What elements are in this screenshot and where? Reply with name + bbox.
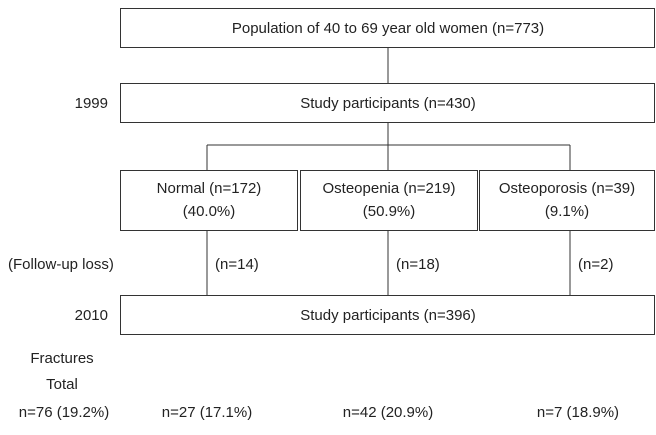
- year-label: 2010: [75, 307, 108, 324]
- fracture-value: n=7 (18.9%): [537, 404, 619, 421]
- box-percent: (9.1%): [545, 203, 589, 220]
- box: [120, 295, 655, 335]
- box: [120, 8, 655, 48]
- follow-up-label: (Follow-up loss): [8, 256, 114, 273]
- box-label: Normal (n=172): [157, 180, 262, 197]
- fractures-title: Fractures: [30, 350, 93, 367]
- box: [300, 170, 478, 231]
- fracture-value: n=27 (17.1%): [162, 404, 252, 421]
- follow-up-count: (n=2): [578, 256, 613, 273]
- box: [120, 170, 298, 231]
- box-label: Population of 40 to 69 year old women (n…: [232, 20, 544, 37]
- box-label: Study participants (n=430): [300, 95, 476, 112]
- box-label: Study participants (n=396): [300, 307, 476, 324]
- box-label: Osteoporosis (n=39): [499, 180, 635, 197]
- fracture-value: n=42 (20.9%): [343, 404, 433, 421]
- fracture-value: n=76 (19.2%): [19, 404, 109, 421]
- box-percent: (40.0%): [183, 203, 236, 220]
- follow-up-count: (n=18): [396, 256, 440, 273]
- follow-up-count: (n=14): [215, 256, 259, 273]
- year-label: 1999: [75, 95, 108, 112]
- box-percent: (50.9%): [363, 203, 416, 220]
- box: [120, 83, 655, 123]
- fractures-total-label: Total: [46, 376, 78, 393]
- box-label: Osteopenia (n=219): [322, 180, 455, 197]
- box: [479, 170, 655, 231]
